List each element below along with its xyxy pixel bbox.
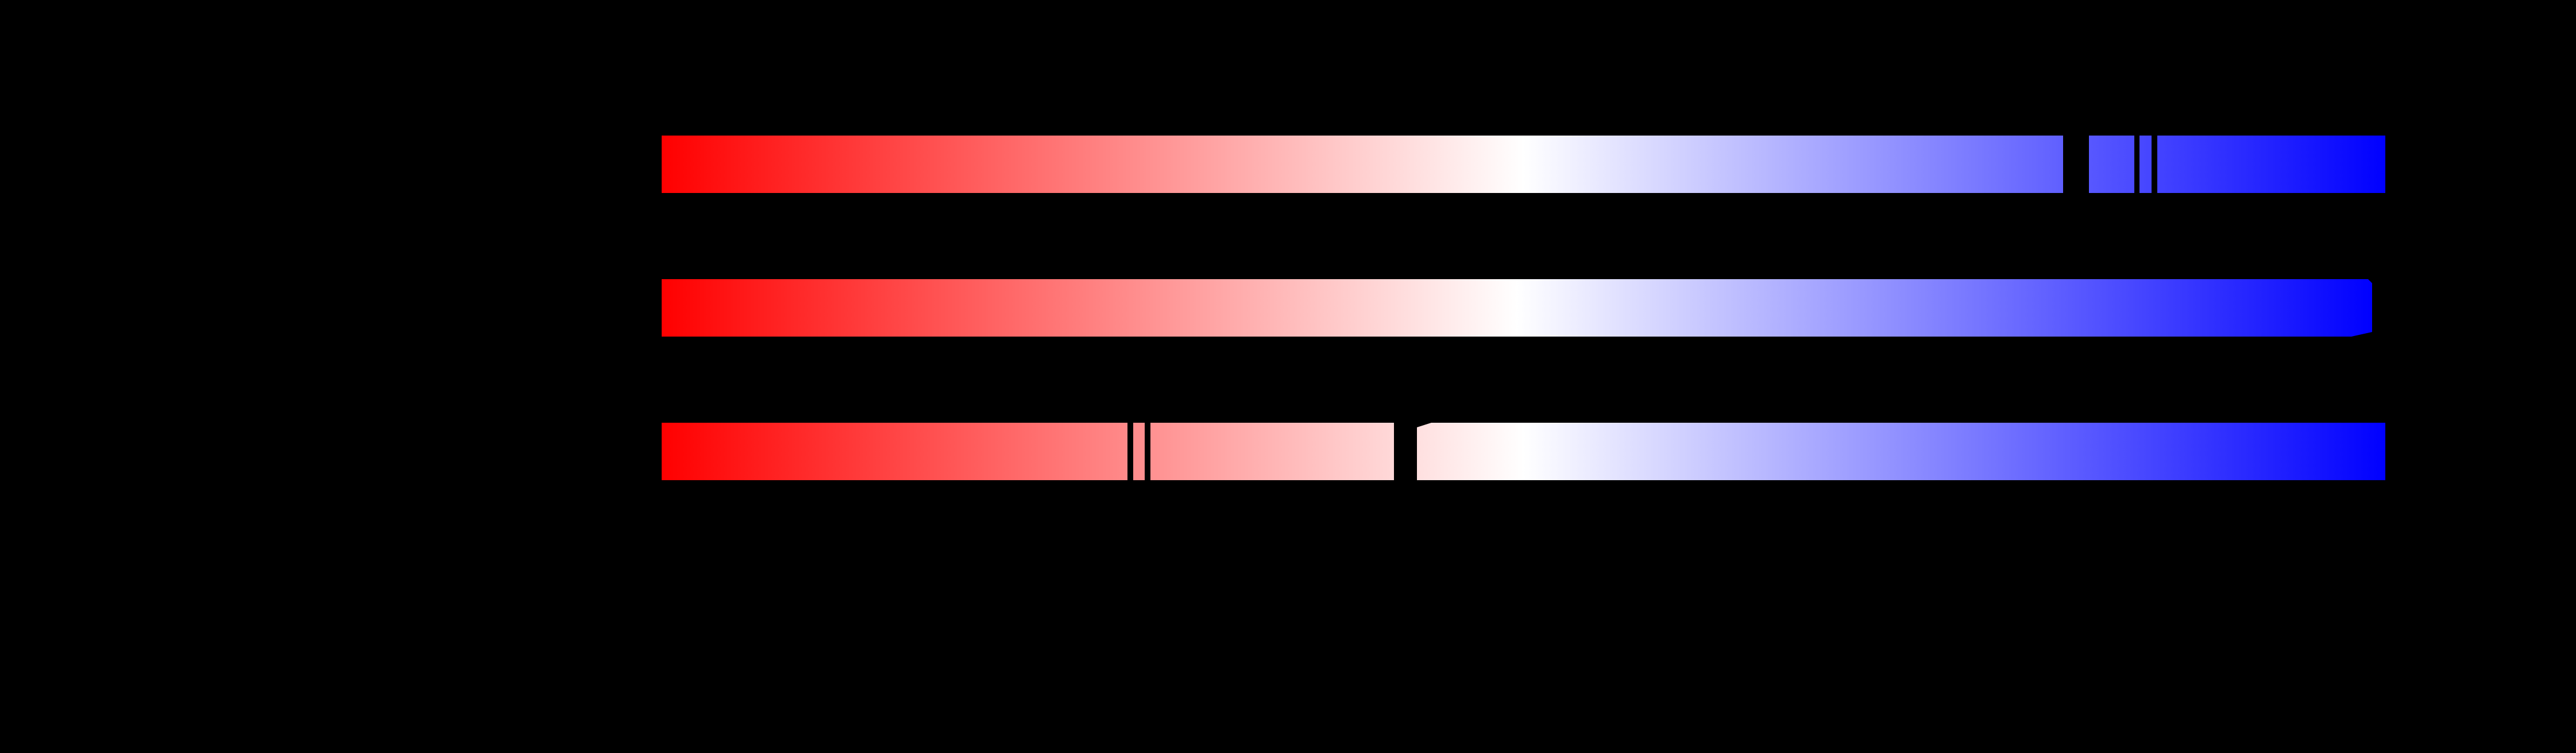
chromosome-bar-1 [662, 136, 2385, 193]
band-gap [1145, 423, 1150, 480]
chromosome-bar-3 [662, 423, 2385, 480]
band-gap [1394, 423, 1417, 480]
corner-notch [1417, 423, 1431, 427]
chromosome-bar-2 [662, 279, 2372, 337]
corner-notch [2351, 332, 2372, 337]
band-gap [2152, 136, 2157, 193]
band-gap [2063, 136, 2089, 193]
corner-notch [2368, 279, 2372, 283]
band-gap [2134, 136, 2139, 193]
band-gap [1127, 423, 1133, 480]
